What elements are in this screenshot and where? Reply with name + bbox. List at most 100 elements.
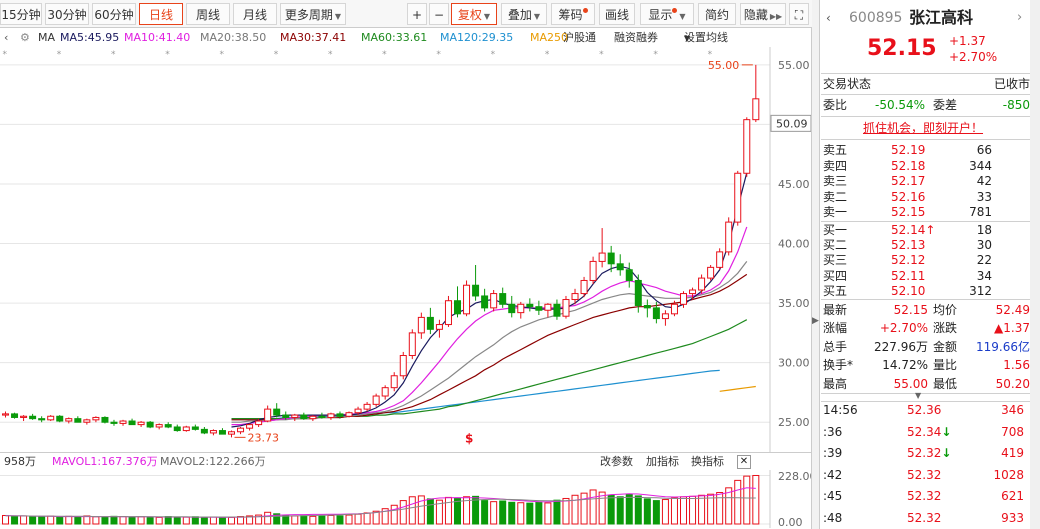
tick-volume: 1028 xyxy=(993,467,1024,482)
period-monthly-tab[interactable]: 月线 xyxy=(233,3,277,25)
volume-bar xyxy=(291,515,299,525)
volume-bar xyxy=(417,495,425,525)
ask-price: 52.15 xyxy=(891,205,926,220)
collapse-arrow-icon[interactable]: ‹ xyxy=(826,11,831,25)
ma5-value: MA5:45.95 xyxy=(60,31,120,44)
ask-level-label: 卖二 xyxy=(823,189,848,204)
panel-scrollbar[interactable] xyxy=(1030,0,1040,529)
event-marker: * xyxy=(3,50,8,60)
mavol-ma2-line xyxy=(5,496,756,518)
bid-row: 买三 52.12 22 xyxy=(821,252,1032,268)
volume-bar xyxy=(661,499,669,525)
volume-bar xyxy=(743,475,751,525)
volume-bar xyxy=(634,495,642,525)
more-periods-dropdown[interactable]: 更多周期 ▼ xyxy=(280,3,346,25)
candle-body xyxy=(182,426,190,432)
volume-bar xyxy=(399,500,407,525)
bid-volume: 34 xyxy=(976,268,992,283)
bid-row: 买四 52.11 34 xyxy=(821,268,1032,284)
volume-chart[interactable]: 228.00 0.00 xyxy=(0,470,811,528)
close-icon[interactable]: ✕ xyxy=(737,455,751,469)
switch-indicator-button[interactable]: 换指标 xyxy=(691,455,724,468)
tick-time: 14:56 xyxy=(823,403,858,417)
event-marker: * xyxy=(653,50,658,60)
ask-price: 52.17 xyxy=(891,174,926,189)
stat-label: 最新 xyxy=(823,303,848,317)
simple-mode-button[interactable]: 简约 xyxy=(698,3,736,25)
period-weekly-tab[interactable]: 周线 xyxy=(186,3,230,25)
promo-link[interactable]: 抓住机会，即刻开户！ xyxy=(863,121,984,135)
fuquan-label: 复权 xyxy=(457,8,482,22)
bid-price: 52.10 xyxy=(891,283,926,298)
bid-price: 52.14↑ xyxy=(891,223,936,237)
zoom-out-button[interactable]: − xyxy=(429,3,449,25)
fullscreen-button[interactable]: ⛶ xyxy=(789,3,809,25)
stat-row: 涨幅 +2.70% 涨跌 ▲1.37 xyxy=(821,320,1032,336)
display-label: 显示 xyxy=(648,8,673,22)
volume-bar xyxy=(20,515,28,525)
chips-button[interactable]: 筹码 xyxy=(551,3,595,25)
change-params-button[interactable]: 改参数 xyxy=(600,455,633,468)
ma10-value: MA10:41.40 xyxy=(124,31,191,44)
hugutong-label[interactable]: 沪股通 xyxy=(563,31,596,44)
volume-bar xyxy=(535,501,543,525)
candlestick-chart[interactable]: 55.0050.0045.0040.0035.0030.0025.00*****… xyxy=(0,47,811,452)
zoom-in-button[interactable]: + xyxy=(407,3,427,25)
hide-label: 隐藏 xyxy=(743,8,768,22)
period-15min-tab[interactable]: 15分钟 xyxy=(0,3,42,25)
candle-body xyxy=(38,418,46,421)
period-60min-tab[interactable]: 60分钟 xyxy=(92,3,136,25)
ask-level-label: 卖一 xyxy=(823,205,848,220)
volume-bar xyxy=(544,502,552,525)
collapse-arrow-icon[interactable]: ‹ xyxy=(4,31,9,44)
candle-body xyxy=(164,424,172,428)
overlay-dropdown[interactable]: 叠加 ▼ xyxy=(501,3,547,25)
fuquan-dropdown[interactable]: 复权 ▼ xyxy=(451,3,497,25)
period-30min-tab[interactable]: 30分钟 xyxy=(45,3,89,25)
ma-settings-dropdown[interactable]: 设置均线 ▼ xyxy=(684,29,728,48)
ma20-value: MA20:38.50 xyxy=(200,31,267,44)
candle-body xyxy=(390,375,398,389)
bid-level-label: 买二 xyxy=(823,238,848,253)
ask-row: 卖四 52.18 344 xyxy=(821,158,1032,174)
high-annotation: 55.00 xyxy=(708,59,740,72)
price-change-pct: +2.70% xyxy=(949,50,998,64)
candle-body xyxy=(309,415,317,420)
tick-price: 52.36 xyxy=(907,403,942,417)
weicha-value: -850 xyxy=(1002,98,1030,112)
stat-label: 最低 xyxy=(933,376,958,391)
candle-body xyxy=(544,303,552,311)
candle-body xyxy=(680,293,687,305)
last-price-tag-box xyxy=(770,114,811,132)
collapse-arrow-icon[interactable]: › xyxy=(1017,10,1023,25)
candle-body xyxy=(200,428,208,434)
candle-body xyxy=(336,413,344,417)
candle-body xyxy=(463,284,471,315)
tick-price: 52.32↓ xyxy=(907,446,952,460)
display-dropdown[interactable]: 显示 ▼ xyxy=(640,3,694,25)
weibi-label: 委比 xyxy=(823,98,848,112)
volume-value: 958万 xyxy=(4,455,36,468)
panel-toggle-handle[interactable]: ▶ xyxy=(812,0,820,529)
volume-bar xyxy=(363,512,371,525)
add-indicator-button[interactable]: 加指标 xyxy=(646,455,679,468)
gear-icon[interactable]: ⚙ xyxy=(20,31,30,44)
rongzi-label[interactable]: 融资融券 xyxy=(614,31,658,44)
stat-value: 1.56 xyxy=(1003,358,1030,373)
kline-chart-area[interactable]: 15分钟 30分钟 60分钟 日线 周线 月线 更多周期 ▼ + − 复权 ▼ 叠加… xyxy=(0,0,812,529)
hide-button[interactable]: 隐藏 ▶▶ xyxy=(740,3,786,25)
candle-body xyxy=(634,279,642,306)
ma-settings-label: 设置均线 xyxy=(684,31,728,44)
period-daily-tab[interactable]: 日线 xyxy=(139,3,183,25)
candle-body xyxy=(670,303,678,315)
volume-bar xyxy=(209,516,217,525)
chevron-right-icon: ▶ xyxy=(812,316,819,326)
tick-price: 52.34↓ xyxy=(907,424,952,439)
tick-row: :42 52.32 1028 xyxy=(821,467,1032,483)
draw-line-button[interactable]: 画线 xyxy=(599,3,635,25)
candle-body xyxy=(408,332,416,357)
chevron-down-icon[interactable]: ▼ xyxy=(915,391,922,400)
volume-bar xyxy=(137,516,145,525)
event-marker: * xyxy=(491,50,496,60)
tick-volume: 933 xyxy=(1001,510,1024,525)
